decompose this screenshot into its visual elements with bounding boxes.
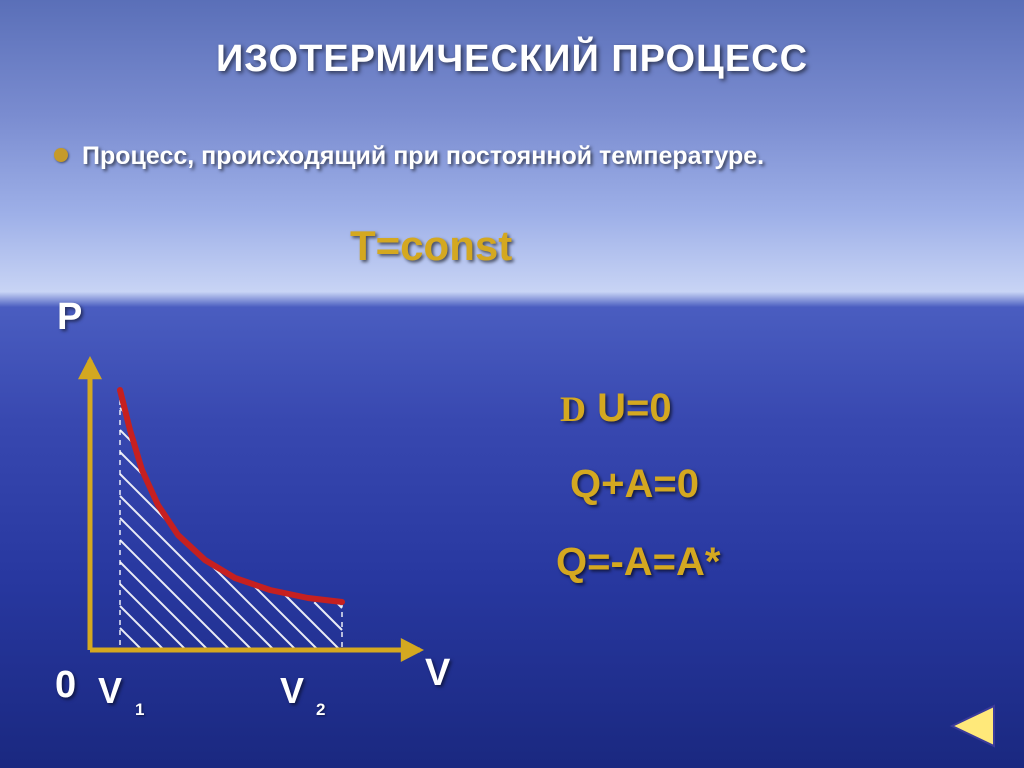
formula-t-const: T=const xyxy=(350,222,512,270)
axis-label-origin: 0 xyxy=(55,664,76,707)
equation-u-text: U=0 xyxy=(586,386,672,430)
back-button[interactable] xyxy=(946,702,1000,750)
equation-delta-u: D U=0 xyxy=(560,386,672,431)
axis-label-v1: V xyxy=(98,670,122,712)
bullet-text: Процесс, происходящий при постоянной тем… xyxy=(82,140,962,174)
pv-chart xyxy=(70,350,440,670)
axis-label-v2-sub: 2 xyxy=(316,700,325,720)
axis-label-v: V xyxy=(425,652,450,695)
equation-q-plus-a: Q+A=0 xyxy=(570,462,699,507)
equation-q-a-astar: Q=-A=A* xyxy=(556,540,721,585)
delta-icon: D xyxy=(560,389,586,429)
axis-label-p: P xyxy=(57,296,82,339)
bullet-dot-icon xyxy=(54,148,68,162)
axis-label-v1-sub: 1 xyxy=(135,700,144,720)
slide-title: ИЗОТЕРМИЧЕСКИЙ ПРОЦЕСС xyxy=(0,38,1024,81)
axis-label-v2: V xyxy=(280,670,304,712)
